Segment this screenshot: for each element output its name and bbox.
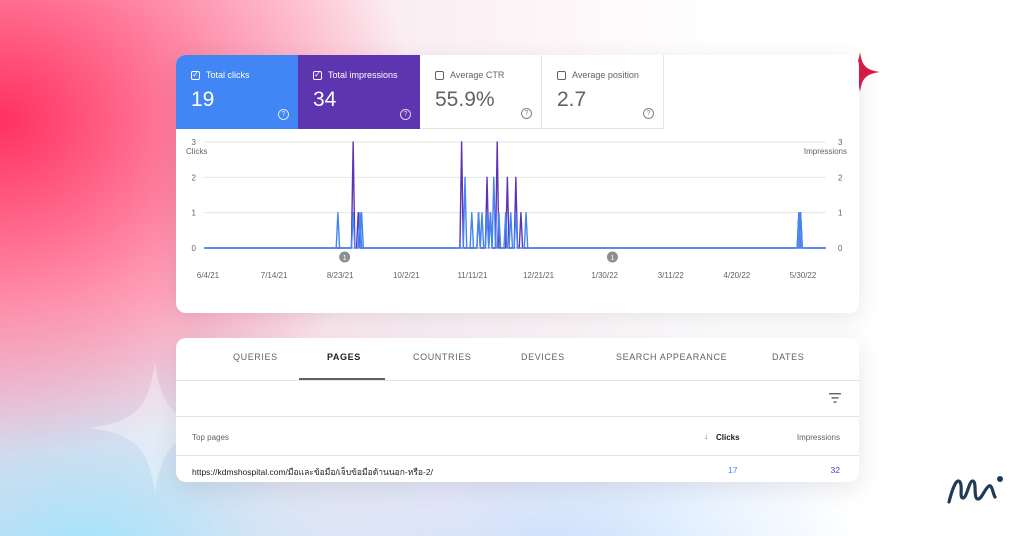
x-tick-label: 12/21/21 [523,271,555,280]
annotation-marker-label: 1 [343,255,347,262]
row-impressions-value: 32 [830,465,840,475]
right-axis-label: Impressions [803,147,847,156]
row-clicks-value: 17 [728,465,738,475]
metric-label: Average CTR [450,70,505,80]
column-header-clicks[interactable]: Clicks [716,433,740,442]
y-tick-label-right: 3 [838,138,843,147]
x-tick-label: 4/20/22 [724,271,751,280]
chart-plot: 0 0 1 1 2 2 3 3 6/4/21 7/14/21 8/23/21 10/2/21 11/11… [192,138,843,280]
checkbox-unchecked-icon[interactable] [557,70,566,80]
tab-dates[interactable]: DATES [772,352,805,362]
brand-logo-icon [947,476,1003,504]
checkbox-checked-icon[interactable]: ✓ [191,70,200,80]
table-header: Top pages ↓ Clicks Impressions [176,417,859,456]
sort-arrow-down-icon[interactable]: ↓ [704,432,708,441]
tab-countries[interactable]: COUNTRIES [413,352,472,362]
metric-average-ctr[interactable]: Average CTR 55.9% ? [420,55,542,129]
metric-label: Average position [572,70,639,80]
metric-value: 19 [191,88,215,111]
x-tick-label: 10/2/21 [393,271,420,280]
performance-chart: Clicks Impressions 0 0 1 1 2 2 3 3 6/4/21 7/14/21… [176,129,859,313]
filter-icon[interactable] [829,393,841,403]
y-tick-label-right: 0 [838,244,843,253]
report-table-card: QUERIES PAGES COUNTRIES DEVICES SEARCH A… [176,338,859,482]
series-line-clicks [204,176,826,249]
tab-devices[interactable]: DEVICES [521,352,565,362]
metric-total-impressions[interactable]: ✓ Total impressions 34 ? [298,55,420,129]
column-header-pages: Top pages [192,433,229,442]
metric-value: 55.9% [435,88,495,111]
tab-search-appearance[interactable]: SEARCH APPEARANCE [616,352,728,362]
x-tick-label: 5/30/22 [790,271,817,280]
checkbox-unchecked-icon[interactable] [435,70,444,80]
help-icon[interactable]: ? [643,108,654,119]
table-row[interactable]: https://kdmshospital.com/มือและข้อมือ/เจ… [176,456,859,482]
metric-tiles: ✓ Total clicks 19 ? ✓ Total impressions 34… [176,55,859,129]
x-tick-label: 6/4/21 [197,271,220,280]
tab-pages[interactable]: PAGES [327,352,361,362]
y-tick-label-left: 3 [192,138,197,147]
x-tick-label: 8/23/21 [327,271,354,280]
sparkle-icon [840,52,880,92]
x-tick-label: 3/11/22 [658,271,685,280]
help-icon[interactable]: ? [278,109,289,120]
x-tick-label: 1/30/22 [591,271,618,280]
metric-total-clicks[interactable]: ✓ Total clicks 19 ? [176,55,298,129]
sparkle-icon [89,362,221,494]
tab-queries[interactable]: QUERIES [233,352,278,362]
tab-bar: QUERIES PAGES COUNTRIES DEVICES SEARCH A… [176,338,859,381]
metric-average-position[interactable]: Average position 2.7 ? [542,55,664,129]
active-tab-indicator [299,378,385,380]
left-axis-label: Clicks [186,147,208,156]
y-tick-label-left: 0 [192,244,197,253]
y-tick-label-right: 2 [838,173,843,182]
column-header-impressions[interactable]: Impressions [796,433,840,442]
y-tick-label-left: 1 [192,209,197,218]
x-tick-label: 7/14/21 [261,271,288,280]
help-icon[interactable]: ? [521,108,532,119]
performance-card: ✓ Total clicks 19 ? ✓ Total impressions 34… [176,55,859,313]
annotation-marker [606,251,618,263]
y-tick-label-left: 2 [192,173,197,182]
filter-row [176,381,859,417]
annotation-marker-label: 1 [610,255,614,262]
help-icon[interactable]: ? [400,109,411,120]
y-tick-label-right: 1 [838,209,843,218]
annotation-marker [339,251,351,263]
checkbox-checked-icon[interactable]: ✓ [313,70,322,80]
row-page-url[interactable]: https://kdmshospital.com/มือและข้อมือ/เจ… [192,467,433,477]
x-tick-label: 11/11/21 [457,271,488,280]
metric-value: 2.7 [557,88,587,111]
metric-label: Total clicks [206,70,250,80]
metric-value: 34 [313,88,337,111]
metric-label: Total impressions [328,70,398,80]
